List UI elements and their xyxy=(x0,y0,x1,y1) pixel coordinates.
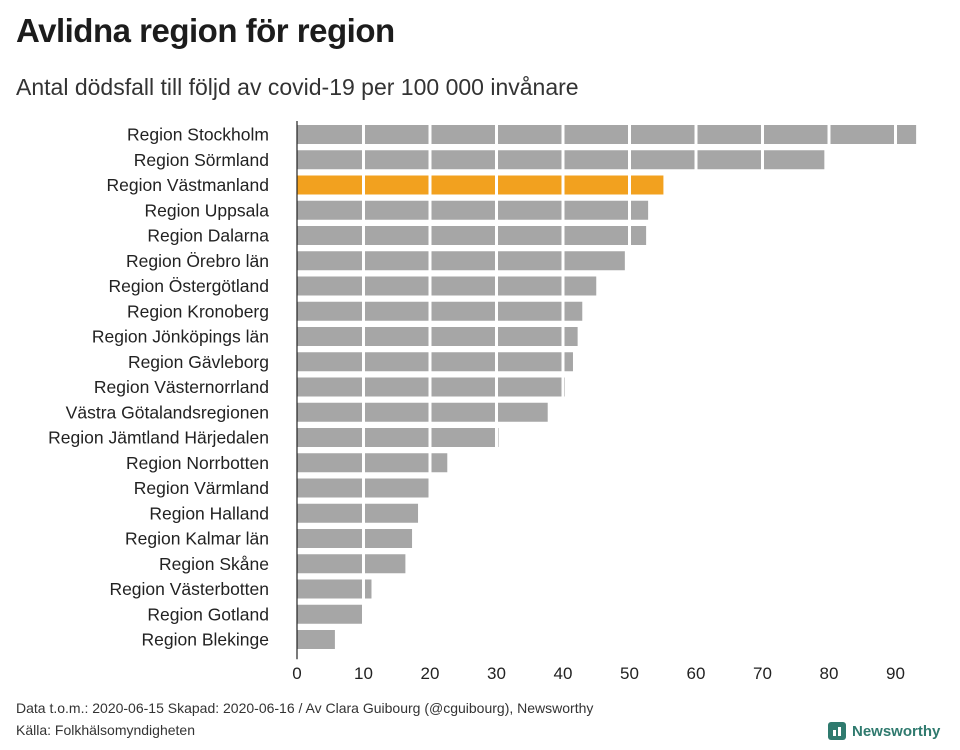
category-label: Region Värmland xyxy=(134,478,269,498)
x-tick-label: 30 xyxy=(487,664,506,683)
bar xyxy=(297,276,597,296)
chart-subtitle: Antal dödsfall till följd av covid-19 pe… xyxy=(16,74,579,100)
bar xyxy=(297,150,825,170)
bar xyxy=(297,579,372,599)
category-label: Region Kalmar län xyxy=(125,529,269,549)
bar xyxy=(297,428,499,447)
bar xyxy=(297,352,573,372)
newsworthy-logo: Newsworthy xyxy=(828,722,940,740)
category-label: Region Norrbotten xyxy=(126,453,269,473)
category-label: Region Halland xyxy=(149,503,269,523)
bar xyxy=(297,503,419,523)
category-label: Region Västmanland xyxy=(107,175,269,195)
x-tick-label: 60 xyxy=(687,664,706,683)
bar xyxy=(297,402,548,422)
category-label: Region Skåne xyxy=(159,554,269,574)
brand-name: Newsworthy xyxy=(852,722,941,740)
x-tick-label: 40 xyxy=(554,664,573,683)
bar xyxy=(297,630,335,649)
footer-credits: Data t.o.m.: 2020-06-15 Skapad: 2020-06-… xyxy=(16,700,594,716)
bar xyxy=(297,554,406,574)
category-label: Region Västerbotten xyxy=(109,579,269,599)
bar xyxy=(297,200,649,220)
bar xyxy=(297,453,448,473)
bar xyxy=(297,175,664,195)
bar xyxy=(297,327,578,346)
bar xyxy=(297,251,625,271)
x-tick-label: 50 xyxy=(620,664,639,683)
bar-chart: Region Stockholm Region Sörmland Region Vä… xyxy=(48,121,917,683)
category-label: Region Jämtland Härjedalen xyxy=(48,428,269,448)
category-label: Region Blekinge xyxy=(142,630,269,650)
chart-title: Avlidna region för region xyxy=(16,12,395,49)
bar xyxy=(297,125,917,144)
footer-source: Källa: Folkhälsomyndigheten xyxy=(16,722,195,738)
x-tick-label: 0 xyxy=(292,664,301,683)
x-tick-label: 20 xyxy=(421,664,440,683)
bar-chart-icon xyxy=(828,722,846,740)
x-tick-label: 90 xyxy=(886,664,905,683)
category-label: Region Gävleborg xyxy=(128,352,269,372)
category-label: Region Sörmland xyxy=(134,150,269,170)
category-label: Västra Götalandsregionen xyxy=(66,402,269,422)
category-label: Region Västernorrland xyxy=(94,377,269,397)
category-label: Region Stockholm xyxy=(127,125,269,145)
category-label: Region Kronoberg xyxy=(127,301,269,321)
category-label: Region Östergötland xyxy=(108,276,269,296)
category-label: Region Gotland xyxy=(147,604,269,624)
bar xyxy=(297,604,365,624)
x-tick-label: 70 xyxy=(753,664,772,683)
category-label: Region Örebro län xyxy=(126,251,269,271)
bar xyxy=(297,529,413,548)
bar xyxy=(297,301,583,321)
category-label: Region Uppsala xyxy=(144,200,269,220)
category-label: Region Dalarna xyxy=(147,226,269,246)
x-tick-label: 10 xyxy=(354,664,373,683)
category-label: Region Jönköpings län xyxy=(92,327,269,347)
bar xyxy=(297,226,647,245)
x-tick-label: 80 xyxy=(820,664,839,683)
